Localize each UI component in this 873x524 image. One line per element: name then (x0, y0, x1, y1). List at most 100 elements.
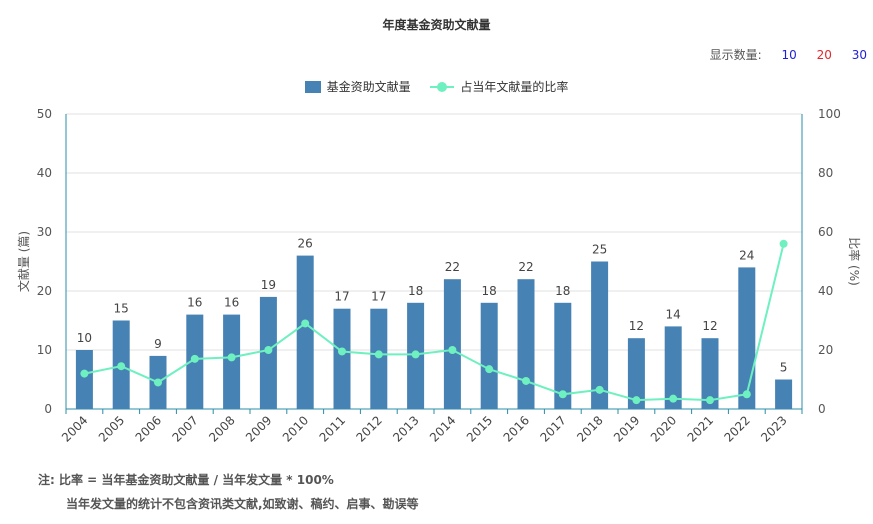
bar-value-label: 16 (224, 296, 239, 310)
bar (296, 255, 314, 409)
bar-value-label: 18 (482, 284, 497, 298)
bar-value-label: 10 (77, 331, 92, 345)
ratio-point (522, 376, 530, 385)
bar (333, 308, 351, 409)
ratio-point (227, 353, 236, 362)
legend-bar-label: 基金资助文献量 (326, 80, 411, 94)
ratio-point (117, 362, 126, 371)
ratio-point (411, 350, 420, 359)
display-count-selector: 显示数量: 10 20 30 (710, 46, 867, 63)
ratio-point (338, 347, 346, 356)
bar-value-label: 18 (408, 284, 423, 298)
y-left-tick-label: 40 (37, 166, 52, 180)
bar (554, 302, 572, 409)
bar-value-label: 25 (592, 243, 607, 257)
bar-value-label: 12 (702, 319, 717, 333)
ratio-point (374, 350, 383, 359)
y-left-tick-label: 30 (37, 225, 52, 239)
y-right-tick-label: 80 (818, 166, 833, 180)
y-right-tick-label: 40 (818, 284, 833, 298)
bar (627, 338, 645, 409)
ratio-line (84, 243, 785, 402)
legend-item-line[interactable]: 占当年文献量的比率 (430, 78, 568, 95)
x-tick-label: 2013 (390, 413, 421, 444)
bar (370, 308, 388, 409)
bar-value-label: 12 (629, 319, 644, 333)
x-tick-label: 2014 (427, 413, 458, 444)
y-right-tick-label: 100 (818, 107, 841, 121)
y-right-tick-label: 20 (818, 343, 833, 357)
ratio-point (485, 365, 494, 374)
x-tick-label: 2004 (59, 413, 90, 444)
bar (480, 302, 498, 409)
bar-value-label: 18 (555, 284, 570, 298)
display-count-option-30[interactable]: 30 (851, 48, 867, 62)
ratio-point (632, 396, 641, 405)
chart-legend: 基金资助文献量 占当年文献量的比率 (0, 78, 873, 96)
display-count-label: 显示数量: (709, 48, 762, 62)
bar-value-label: 14 (666, 307, 681, 321)
bar (223, 314, 241, 409)
ratio-point (301, 319, 310, 328)
y-right-tick-label: 0 (818, 402, 826, 416)
y-left-tick-label: 10 (37, 343, 52, 357)
x-tick-label: 2006 (133, 413, 164, 444)
x-tick-label: 2022 (721, 413, 752, 444)
x-tick-label: 2023 (758, 413, 789, 444)
ratio-point (742, 390, 751, 399)
ratio-point (595, 385, 604, 394)
x-tick-label: 2017 (537, 413, 568, 444)
legend-item-bar[interactable]: 基金资助文献量 (304, 78, 411, 95)
x-tick-label: 2011 (317, 413, 348, 444)
bar-value-label: 22 (445, 260, 460, 274)
bar-value-label: 22 (518, 260, 533, 274)
note-exclusion: 当年发文量的统计不包含资讯类文献,如致谢、稿约、启事、勘误等 (66, 497, 419, 511)
y-left-axis-title: 文献量 (篇) (16, 231, 31, 292)
bar (775, 379, 793, 409)
bar-value-label: 19 (261, 278, 276, 292)
note-formula: 注: 比率 = 当年基金资助文献量 / 当年发文量 * 100% (38, 473, 334, 487)
ratio-point (190, 354, 199, 363)
ratio-point (448, 346, 457, 354)
y-left-tick-label: 0 (44, 402, 52, 416)
bar-value-label: 24 (739, 248, 754, 262)
x-tick-label: 2005 (96, 413, 127, 444)
x-tick-label: 2015 (464, 413, 495, 444)
y-left-tick-label: 50 (37, 107, 52, 121)
bar (443, 279, 461, 409)
bar-value-label: 9 (154, 337, 162, 351)
display-count-option-20[interactable]: 20 (816, 48, 832, 62)
legend-line-swatch (430, 81, 455, 93)
bar-value-label: 17 (371, 290, 386, 304)
x-tick-label: 2007 (169, 413, 200, 444)
x-tick-label: 2009 (243, 413, 274, 444)
ratio-point (80, 369, 89, 378)
bar-value-label: 15 (114, 302, 129, 316)
y-left-tick-label: 20 (37, 284, 52, 298)
bar (701, 338, 719, 409)
ratio-point (264, 346, 273, 354)
y-right-tick-label: 60 (818, 225, 833, 239)
x-tick-label: 2010 (280, 413, 311, 444)
x-tick-label: 2012 (353, 413, 384, 444)
bar (591, 261, 609, 409)
legend-bar-swatch (304, 80, 321, 93)
x-tick-label: 2019 (611, 413, 642, 444)
bar-value-label: 17 (334, 290, 349, 304)
bar (738, 267, 756, 409)
x-tick-label: 2008 (206, 413, 237, 444)
y-right-axis-title: 比率 (%) (847, 237, 862, 286)
bar (664, 326, 682, 409)
display-count-option-10[interactable]: 10 (781, 48, 797, 62)
chart-plot: 0 10 20 30 40 50 0 20 40 60 80 100 文献量 (篇) 比率 (%) 10 20… (16, 107, 862, 445)
bar (517, 279, 535, 409)
x-tick-label: 2020 (648, 413, 679, 444)
bar-value-label: 16 (187, 296, 202, 310)
ratio-point (669, 394, 678, 403)
chart-title: 年度基金资助文献量 (382, 18, 491, 32)
bar-value-label: 26 (298, 237, 313, 251)
ratio-point (558, 390, 567, 399)
x-tick-label: 2021 (685, 413, 716, 444)
bar-value-label: 5 (780, 361, 788, 375)
x-tick-label: 2018 (574, 413, 605, 444)
